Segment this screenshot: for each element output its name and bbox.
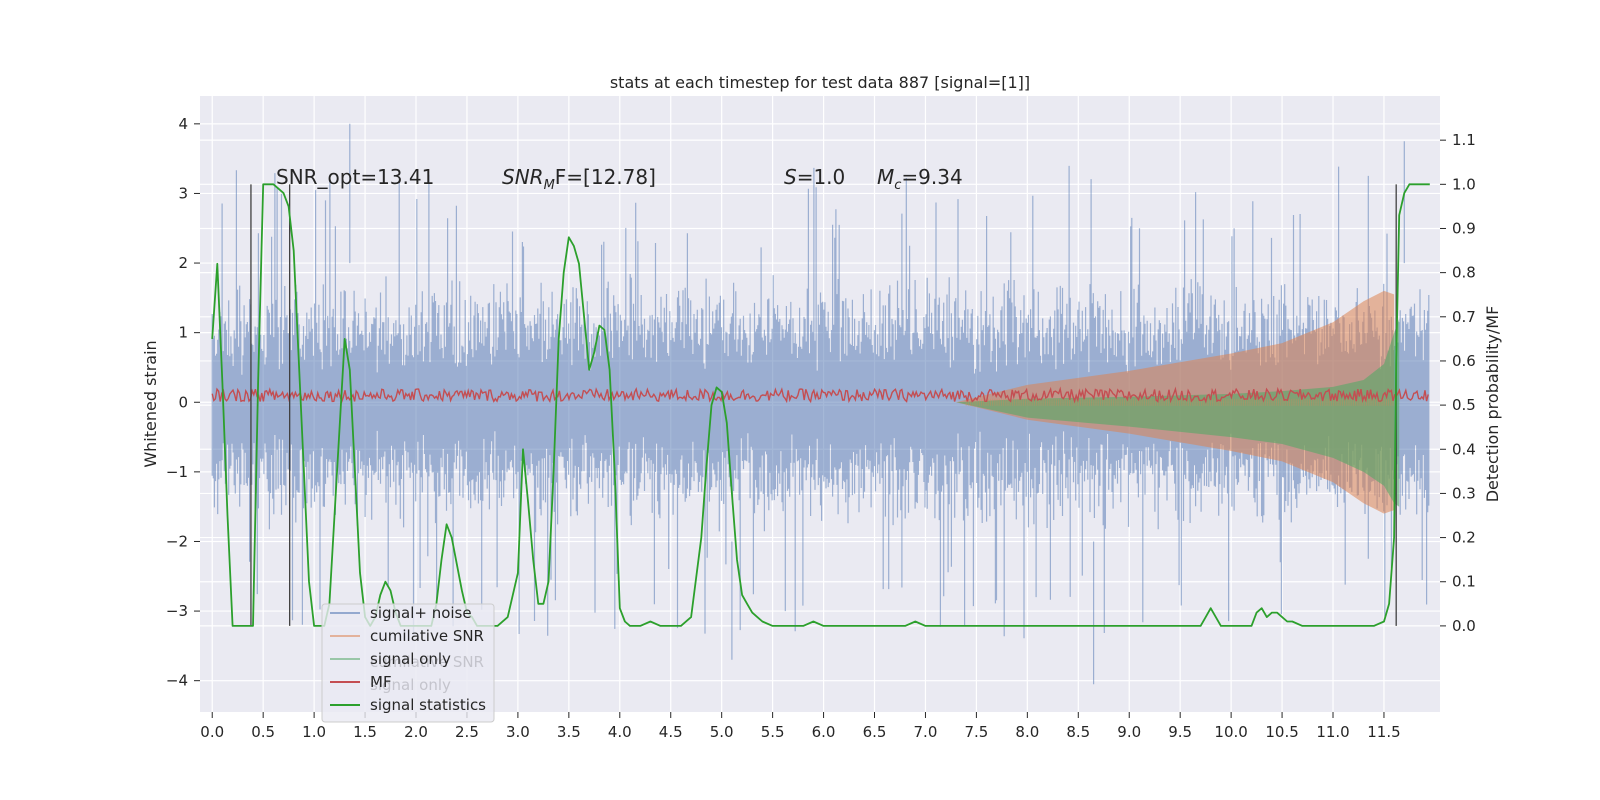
legend-ghost-label: signal only — [370, 676, 451, 694]
x-tick-label: 2.5 — [455, 723, 479, 741]
x-tick-label: 9.0 — [1117, 723, 1141, 741]
y-right-tick-label: 1.1 — [1452, 131, 1476, 149]
y-right-tick-label: 0.3 — [1452, 484, 1476, 502]
ticks: 0.0 0.5 1.0 1.5 2.0 2.5 3.0 3.5 4.0 4.5 5.0 5.5 6.0 6… — [166, 115, 1476, 741]
x-tick-label: 10.0 — [1214, 723, 1247, 741]
legend-label: signal only — [370, 650, 451, 668]
x-tick-label: 7.5 — [964, 723, 988, 741]
legend-ghost-label: cumilative SNR — [370, 653, 484, 671]
x-tick-label: 1.0 — [302, 723, 326, 741]
legend-label: MF — [370, 673, 392, 691]
x-tick-label: 0.0 — [200, 723, 224, 741]
y-right-tick-label: 0.1 — [1452, 573, 1476, 591]
legend-label: cumilative SNR — [370, 627, 484, 645]
y-axis-label: Whitened strain — [141, 340, 160, 467]
y-right-tick-label: 0.2 — [1452, 529, 1476, 547]
x-tick-label: 6.0 — [812, 723, 836, 741]
y-tick-label: −3 — [166, 602, 188, 620]
x-tick-label: 1.5 — [353, 723, 377, 741]
legend-label: signal statistics — [370, 696, 486, 714]
y-axis-label-right: Detection probability/MF — [1483, 306, 1502, 503]
y-right-tick-label: 0.7 — [1452, 308, 1476, 326]
legend-label: signal+ noise — [370, 604, 472, 622]
x-tick-label: 3.0 — [506, 723, 530, 741]
x-tick-label: 4.5 — [659, 723, 683, 741]
x-tick-label: 8.0 — [1015, 723, 1039, 741]
y-tick-label: 0 — [178, 393, 188, 411]
x-tick-label: 7.0 — [914, 723, 938, 741]
y-right-tick-label: 0.0 — [1452, 617, 1476, 635]
series-mf — [211, 386, 1429, 404]
x-tick-label: 10.5 — [1265, 723, 1298, 741]
series-chirp-texture — [965, 398, 1394, 406]
y-tick-label: 2 — [178, 254, 188, 272]
x-tick-label: 0.5 — [251, 723, 275, 741]
y-right-tick-label: 0.6 — [1452, 352, 1476, 370]
series-signal-statistics — [211, 183, 1430, 627]
x-tick-label: 8.5 — [1066, 723, 1090, 741]
data-layer — [211, 123, 1430, 685]
x-tick-label: 6.5 — [863, 723, 887, 741]
x-tick-label: 2.0 — [404, 723, 428, 741]
annotation-snr-opt: SNR_opt=13.41 — [276, 165, 434, 189]
annotation-snr-mf: SNRMF=[12.78] — [502, 165, 656, 193]
y-tick-label: 3 — [178, 184, 188, 202]
y-right-tick-label: 1.0 — [1452, 175, 1476, 193]
y-tick-label: 1 — [178, 324, 188, 342]
y-tick-label: 4 — [178, 115, 188, 133]
series-signal-only — [956, 318, 1400, 507]
y-right-tick-label: 0.4 — [1452, 440, 1476, 458]
y-right-tick-label: 0.5 — [1452, 396, 1476, 414]
y-right-tick-label: 0.8 — [1452, 264, 1476, 282]
legend-box — [321, 603, 495, 723]
y-tick-label: −1 — [166, 463, 188, 481]
x-tick-label: 5.0 — [710, 723, 734, 741]
annotation-mc: Mc=9.34 — [877, 165, 963, 193]
x-tick-label: 5.5 — [761, 723, 785, 741]
x-tick-label: 9.5 — [1168, 723, 1192, 741]
legend: cumilative SNR signal only signal+ noise… — [321, 603, 495, 723]
y-tick-label: −4 — [166, 672, 188, 690]
x-tick-label: 3.5 — [557, 723, 581, 741]
x-tick-label: 11.5 — [1367, 723, 1400, 741]
chart-title: stats at each timestep for test data 887… — [610, 73, 1030, 92]
annotation-s: S=1.0 — [784, 165, 845, 189]
annotations: SNR_opt=13.41 SNRMF=[12.78] S=1.0 Mc=9.3… — [276, 165, 963, 193]
x-tick-label: 11.0 — [1316, 723, 1349, 741]
x-tick-label: 4.0 — [608, 723, 632, 741]
y-tick-label: −2 — [166, 532, 188, 550]
y-right-tick-label: 0.9 — [1452, 219, 1476, 237]
